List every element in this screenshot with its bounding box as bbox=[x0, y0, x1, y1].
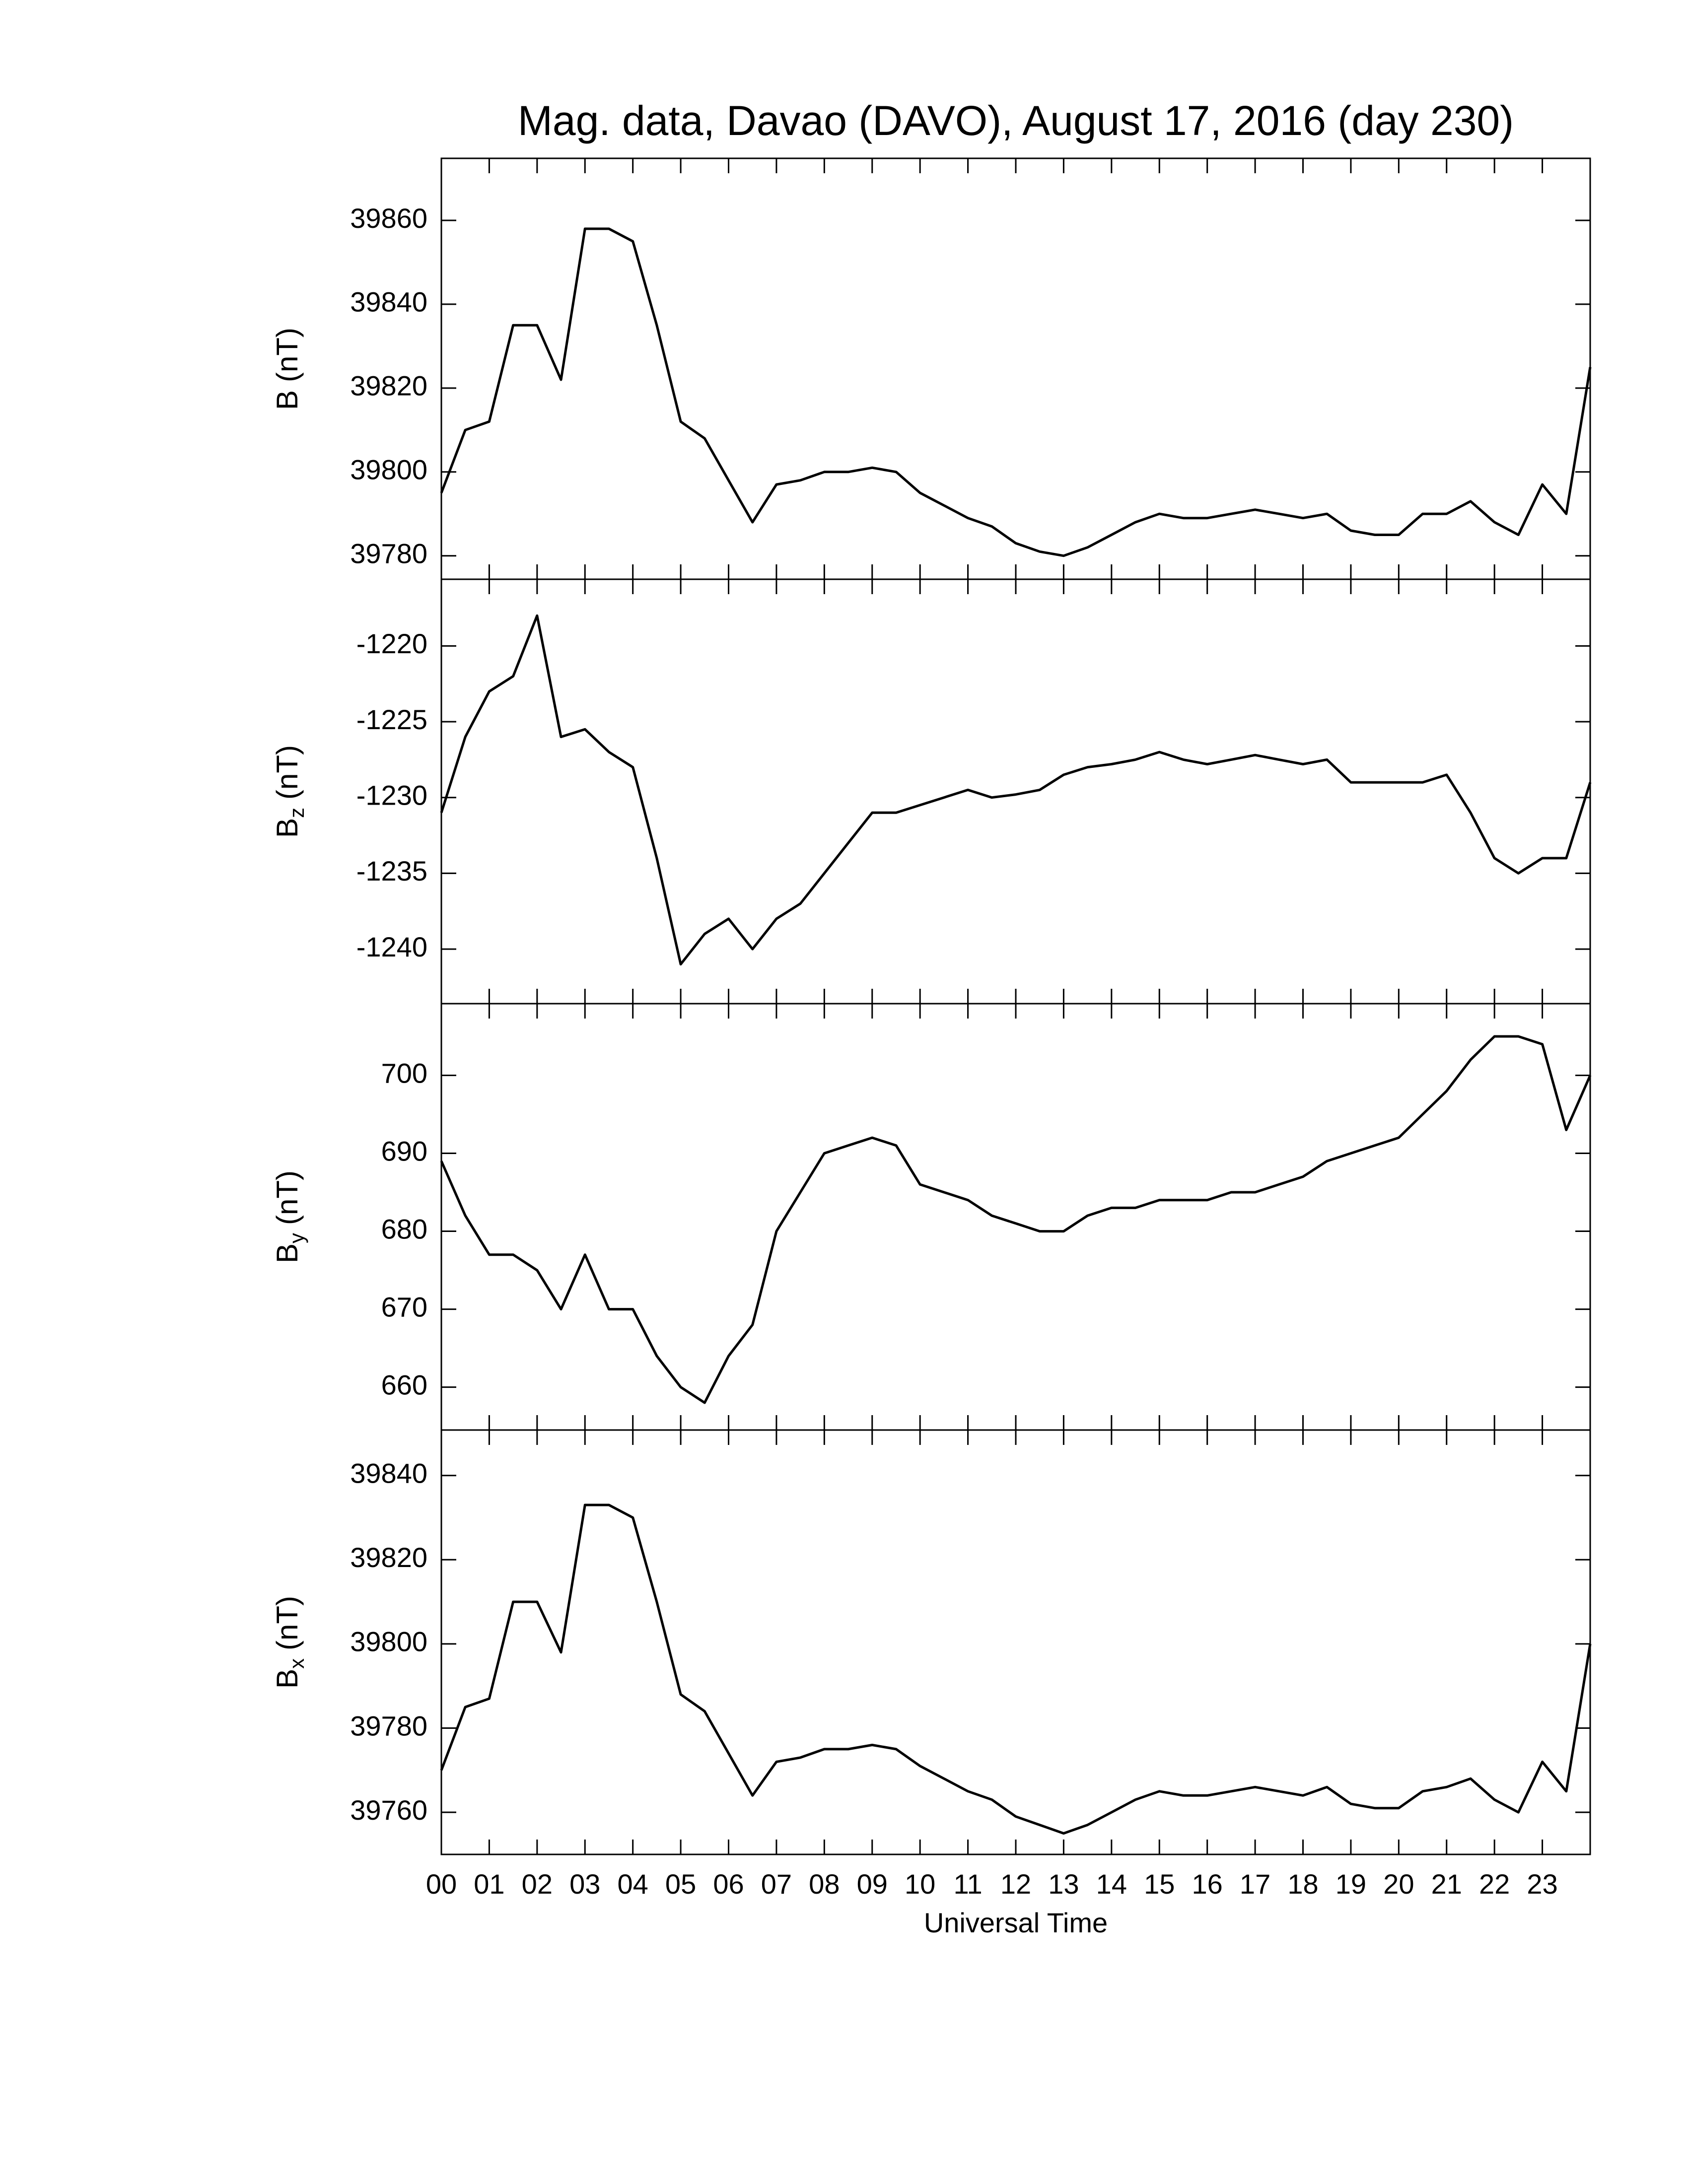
x-tick-label: 20 bbox=[1383, 1868, 1414, 1900]
y-tick-label: -1240 bbox=[356, 931, 427, 962]
y-tick-label: 670 bbox=[381, 1291, 427, 1322]
x-tick-label: 15 bbox=[1144, 1868, 1175, 1900]
data-line bbox=[440, 1503, 1592, 1835]
chart-title: Mag. data, Davao (DAVO), August 17, 2016… bbox=[518, 97, 1514, 144]
y-tick-label: 39780 bbox=[350, 1710, 427, 1741]
x-tick-label: 19 bbox=[1336, 1868, 1366, 1900]
x-tick-label: 07 bbox=[761, 1868, 792, 1900]
y-tick-label: 39760 bbox=[350, 1794, 427, 1826]
x-tick-label: 04 bbox=[618, 1868, 648, 1900]
x-tick-label: 08 bbox=[809, 1868, 840, 1900]
x-axis-label: Universal Time bbox=[924, 1907, 1108, 1938]
y-tick-label: 39820 bbox=[350, 370, 427, 402]
y-label-unit: (nT) bbox=[271, 328, 304, 382]
y-label-symbol: B bbox=[271, 1243, 304, 1263]
plot-frame bbox=[440, 157, 1591, 580]
data-line bbox=[440, 227, 1592, 557]
y-axis-label: Bz (nT) bbox=[271, 745, 308, 838]
data-line bbox=[440, 614, 1592, 966]
y-tick-label: 680 bbox=[381, 1213, 427, 1244]
x-tick-label: 05 bbox=[665, 1868, 696, 1900]
data-line bbox=[440, 1035, 1592, 1404]
x-tick-label: 06 bbox=[713, 1868, 744, 1900]
y-label-subscript: y bbox=[285, 1233, 308, 1243]
y-label-unit: (nT) bbox=[271, 1170, 304, 1225]
y-axis-label: Bx (nT) bbox=[271, 1596, 308, 1689]
x-tick-label: 10 bbox=[905, 1868, 935, 1900]
x-tick-label: 11 bbox=[954, 1868, 983, 1900]
x-tick-label: 09 bbox=[857, 1868, 888, 1900]
x-tick-label: 18 bbox=[1287, 1868, 1318, 1900]
x-tick-label: 23 bbox=[1527, 1868, 1557, 1900]
y-tick-label: 39780 bbox=[350, 538, 427, 569]
y-label-unit: (nT) bbox=[271, 745, 304, 800]
y-label-symbol: B bbox=[271, 390, 304, 410]
y-tick-label: 700 bbox=[381, 1057, 427, 1089]
y-tick-label: 660 bbox=[381, 1369, 427, 1400]
y-tick-label: 690 bbox=[381, 1135, 427, 1166]
y-axis-label: By (nT) bbox=[271, 1170, 308, 1263]
y-label-unit: (nT) bbox=[271, 1596, 304, 1650]
x-tick-label: 22 bbox=[1479, 1868, 1510, 1900]
y-label-subscript: z bbox=[285, 808, 308, 818]
y-tick-label: 39800 bbox=[350, 454, 427, 485]
x-tick-label: 12 bbox=[1000, 1868, 1031, 1900]
y-tick-label: 39840 bbox=[350, 1457, 427, 1489]
y-label-symbol: B bbox=[271, 1669, 304, 1689]
x-tick-label: 14 bbox=[1096, 1868, 1127, 1900]
plot-frame bbox=[440, 578, 1591, 1005]
y-tick-label: 39800 bbox=[350, 1626, 427, 1657]
x-tick-label: 21 bbox=[1431, 1868, 1462, 1900]
y-label-subscript: x bbox=[285, 1658, 308, 1669]
y-tick-label: -1220 bbox=[356, 628, 427, 659]
y-tick-label: 39820 bbox=[350, 1542, 427, 1573]
y-tick-label: -1230 bbox=[356, 780, 427, 811]
x-tick-label: 03 bbox=[569, 1868, 600, 1900]
x-tick-label: 00 bbox=[426, 1868, 457, 1900]
y-tick-label: -1235 bbox=[356, 855, 427, 887]
y-tick-label: -1225 bbox=[356, 704, 427, 735]
x-tick-label: 13 bbox=[1048, 1868, 1079, 1900]
x-tick-label: 02 bbox=[522, 1868, 553, 1900]
y-axis-label: B (nT) bbox=[271, 328, 304, 410]
y-tick-label: 39860 bbox=[350, 203, 427, 234]
plot-frame bbox=[440, 1003, 1591, 1431]
x-tick-label: 16 bbox=[1192, 1868, 1223, 1900]
x-tick-label: 01 bbox=[474, 1868, 504, 1900]
x-tick-label: 17 bbox=[1240, 1868, 1270, 1900]
y-tick-label: 39840 bbox=[350, 286, 427, 318]
plot-frame bbox=[440, 1429, 1591, 1855]
y-label-symbol: B bbox=[271, 818, 304, 838]
